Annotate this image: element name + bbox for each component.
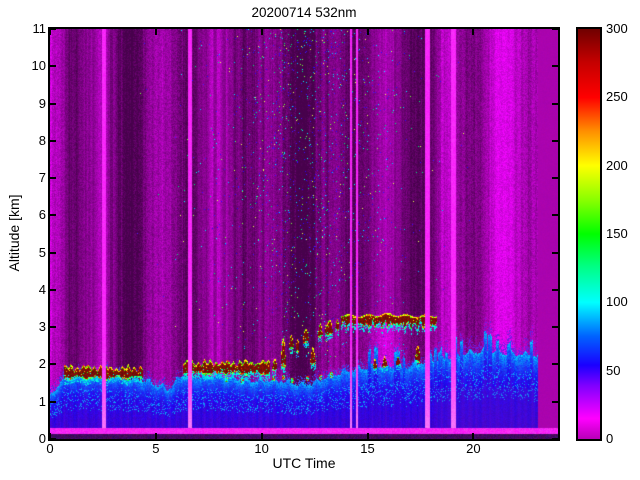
y-tick-label: 3 [38,319,46,335]
colorbar-tick-label: 100 [606,294,628,310]
y-tick-mark [552,65,558,68]
y-tick-mark [50,65,56,68]
y-tick-label: 8 [38,132,46,148]
x-tick-mark [260,29,263,35]
y-tick-mark [552,400,558,403]
y-tick-label: 11 [32,21,47,36]
y-tick-mark [552,28,558,30]
y-axis-label: Altitude [km] [6,194,22,272]
y-tick-label: 7 [38,170,46,186]
y-tick-label: 9 [38,95,46,111]
x-tick-label: 0 [46,441,54,456]
x-tick-mark [472,433,475,439]
y-tick-mark [50,288,56,291]
colorbar-tick-label: 250 [606,89,628,105]
y-tick-mark [552,438,558,440]
y-tick-mark [552,177,558,180]
colorbar-tick-label: 0 [606,431,614,446]
heatmap-plot-area [50,29,558,439]
x-tick-mark [49,29,51,35]
y-tick-mark [50,363,56,366]
x-tick-mark [366,29,369,35]
y-tick-label: 5 [38,244,46,260]
y-tick-mark [552,326,558,329]
x-tick-label: 5 [152,441,160,456]
y-tick-mark [552,288,558,291]
x-tick-label: 20 [466,441,481,456]
y-tick-mark [552,139,558,142]
colorbar-tick-label: 150 [606,226,628,241]
x-tick-mark [366,433,369,439]
x-axis-label: UTC Time [272,455,336,471]
x-tick-label: 15 [360,441,375,456]
y-tick-label: 6 [38,207,46,223]
y-tick-mark [50,326,56,329]
y-tick-mark [50,400,56,403]
colorbar-tick-label: 300 [606,21,628,36]
y-tick-mark [50,214,56,217]
y-tick-mark [50,251,56,254]
y-tick-mark [552,363,558,366]
y-tick-mark [50,139,56,142]
x-tick-label: 10 [254,441,269,456]
x-tick-mark [154,433,157,439]
x-tick-mark [154,29,157,35]
y-tick-label: 10 [31,58,46,74]
y-tick-mark [50,177,56,180]
x-tick-mark [49,433,51,439]
y-tick-mark [50,102,56,105]
colorbar-tick-label: 200 [606,157,628,173]
y-tick-label: 2 [38,356,46,372]
colorbar-tick-label: 50 [606,362,621,378]
y-tick-label: 0 [38,431,46,446]
y-tick-mark [50,28,56,30]
chart-title: 20200714 532nm [251,5,357,20]
colorbar [576,27,602,441]
y-tick-label: 1 [38,393,46,409]
y-tick-mark [552,102,558,105]
y-tick-mark [552,214,558,217]
x-tick-mark [260,433,263,439]
y-tick-mark [552,251,558,254]
y-tick-mark [50,438,56,440]
x-tick-mark [472,29,475,35]
y-tick-label: 4 [38,281,46,297]
